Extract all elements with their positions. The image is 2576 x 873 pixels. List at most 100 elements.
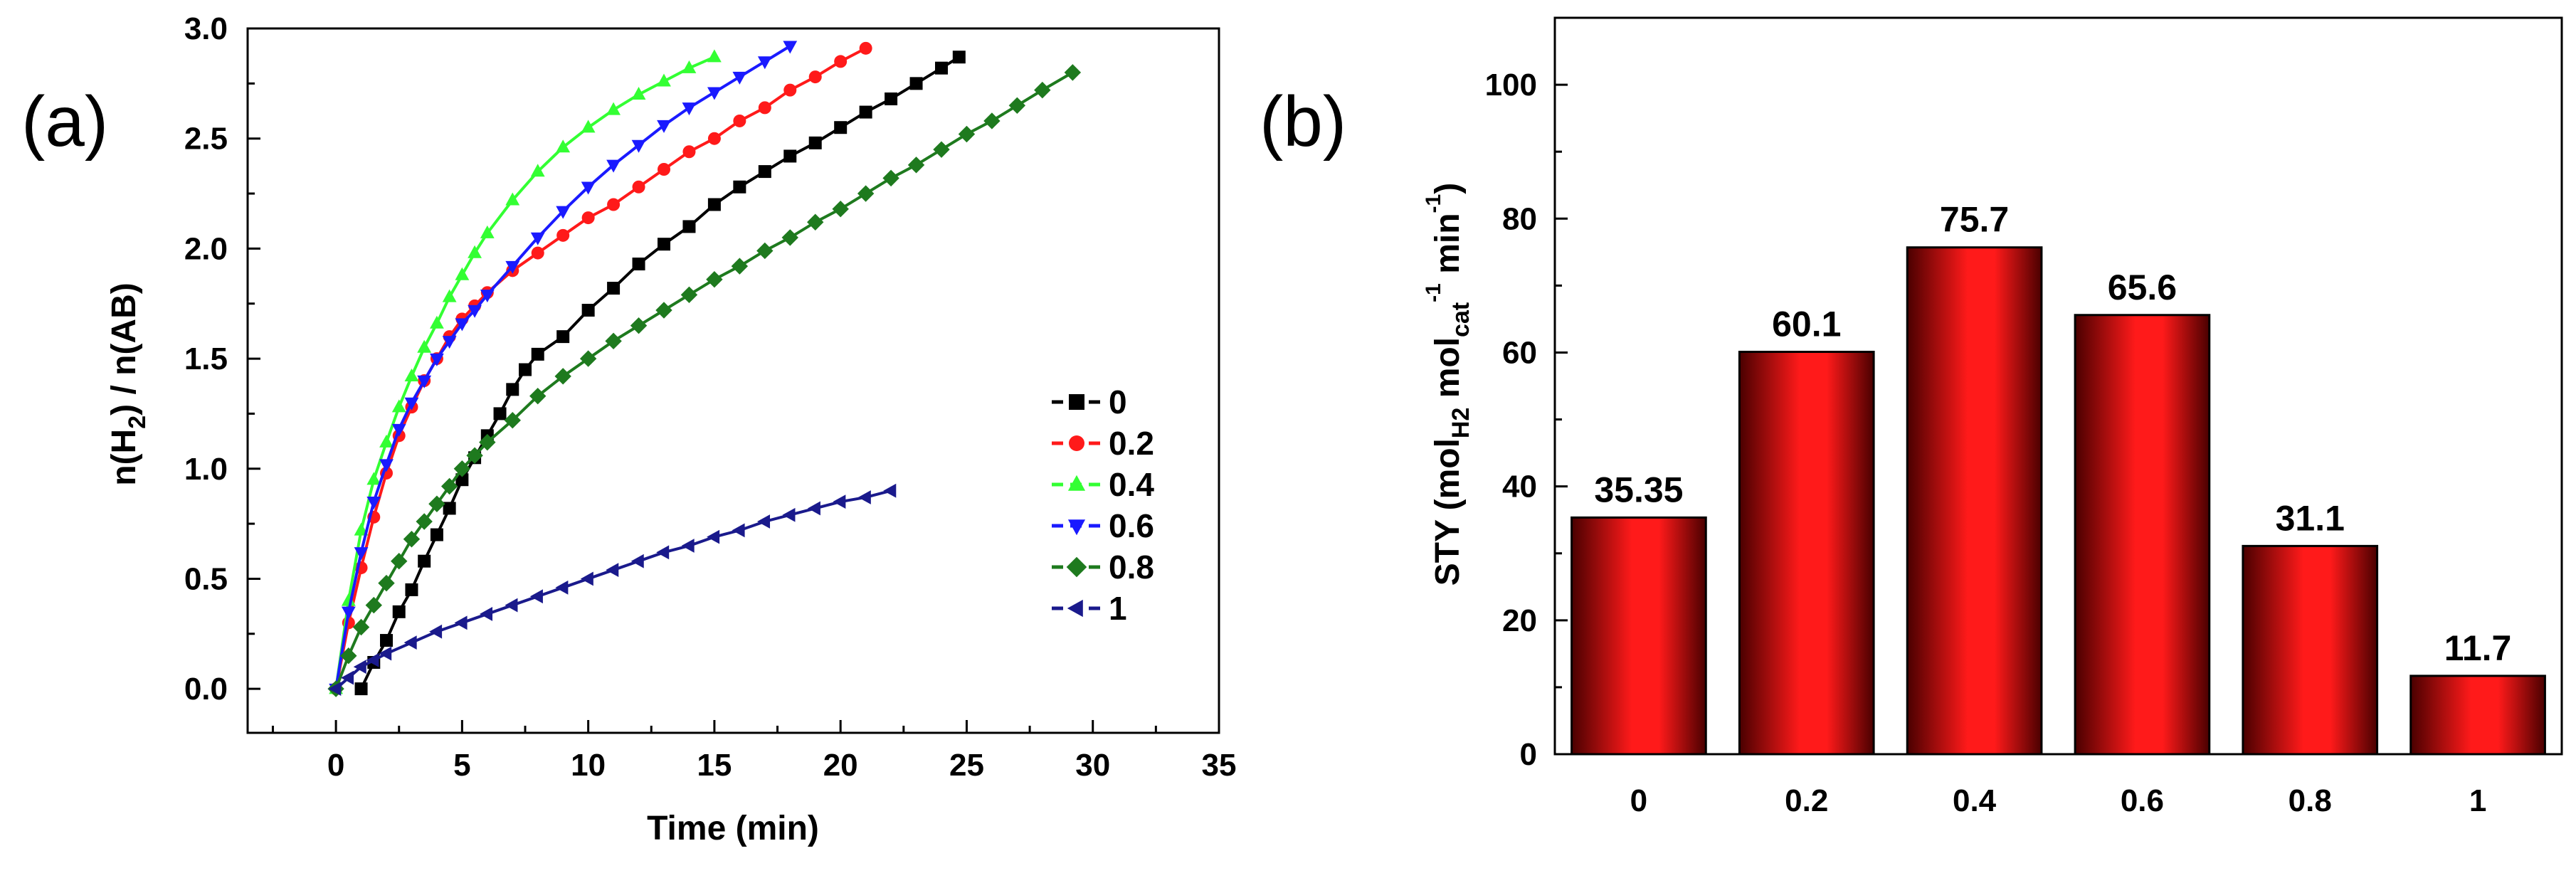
chart-a-y-tick-label: 2.5	[184, 122, 228, 157]
data-point-0.2	[859, 41, 872, 55]
data-point-0.2	[783, 83, 797, 97]
data-point-0.6	[430, 353, 444, 366]
data-point-0.6	[354, 547, 369, 561]
data-point-0.6	[682, 102, 697, 116]
data-point-0.8	[1064, 64, 1082, 81]
data-point-0	[443, 502, 456, 515]
data-point-0.4	[606, 102, 621, 115]
chart-a-line-plot: 0 5 10 15 20 25 30 35 0.0 0.5 1.0 1.5 2.0 2.5 3.0 0 0.2…	[105, 11, 1236, 847]
bar-value-label-0: 35.35	[1594, 470, 1683, 509]
data-point-0	[607, 282, 621, 295]
chart-b-x-tick-label: 0.4	[1953, 783, 1997, 818]
chart-a-ticks: 0 5 10 15 20 25 30 350.00.51.01.52.02.53.0	[184, 11, 1237, 783]
data-point-0.2	[834, 55, 848, 68]
data-point-0.4	[530, 164, 545, 177]
data-point-0.4	[657, 73, 671, 87]
data-point-1	[555, 580, 569, 595]
chart-b-bar-chart: 0 20 40 60 80 100 0 0.2 0.4 0.6 0.8 1 35.35 60.1 75.7…	[1422, 16, 2563, 818]
data-point-0.4	[379, 434, 394, 448]
data-point-0.8	[378, 574, 395, 592]
data-point-0.2	[556, 228, 570, 242]
legend-marker-1	[1067, 599, 1083, 618]
chart-a-frame	[246, 27, 1220, 734]
chart-b-y-tick-label: 20	[1502, 603, 1537, 638]
data-point-0.4	[682, 60, 697, 73]
bar-0	[1571, 516, 1707, 756]
data-point-1	[606, 563, 619, 577]
data-point-0	[909, 77, 923, 90]
data-point-0.8	[479, 433, 496, 451]
chart-a-x-tick-label: 20	[823, 748, 858, 783]
chart-a-y-axis-label: n(H2) / n(AB)	[105, 282, 151, 486]
legend-label-1: 1	[1109, 590, 1127, 627]
chart-b-y-tick-label: 60	[1502, 335, 1537, 370]
legend-marker-0.8	[1066, 556, 1087, 578]
data-point-1	[529, 589, 543, 604]
chart-a-x-tick-label: 35	[1202, 748, 1237, 783]
data-point-1	[707, 529, 720, 544]
data-point-0.8	[416, 513, 433, 530]
data-point-0	[632, 258, 645, 271]
data-point-1	[454, 615, 468, 630]
data-point-0.4	[442, 289, 457, 302]
data-point-0	[952, 51, 966, 64]
data-point-1	[505, 598, 518, 613]
chart-a-x-tick-label: 10	[571, 748, 606, 783]
data-point-0.6	[530, 232, 545, 245]
data-point-0	[834, 121, 848, 134]
data-point-1	[656, 545, 670, 560]
data-point-0.4	[581, 120, 596, 133]
data-point-0.4	[455, 267, 470, 280]
data-point-0.6	[379, 459, 394, 472]
data-point-0.8	[605, 332, 622, 350]
data-point-0	[935, 61, 948, 75]
data-point-1	[328, 682, 342, 697]
data-point-0.6	[783, 41, 798, 54]
data-point-0	[556, 330, 570, 344]
data-point-0.6	[757, 56, 772, 70]
data-point-0.8	[857, 185, 875, 202]
chart-a-y-tick-label: 0.0	[184, 672, 228, 707]
data-point-1	[807, 501, 820, 516]
series-line-0.4	[334, 55, 715, 689]
data-point-0.4	[417, 339, 432, 353]
data-point-0	[758, 165, 771, 179]
data-point-1	[403, 635, 417, 650]
legend-label-0.4: 0.4	[1109, 466, 1154, 503]
legend-label-0.8: 0.8	[1109, 549, 1154, 586]
data-point-0	[682, 220, 696, 233]
data-point-0.2	[632, 180, 645, 194]
data-point-1	[732, 523, 745, 538]
data-point-1	[782, 507, 796, 522]
data-point-0.8	[453, 460, 471, 477]
data-point-0.8	[706, 270, 723, 288]
data-point-0.8	[933, 141, 950, 158]
data-point-0.6	[480, 290, 495, 303]
data-point-0.8	[554, 368, 571, 385]
data-point-1	[857, 490, 871, 504]
data-point-0.6	[581, 181, 596, 195]
data-point-1	[883, 483, 897, 498]
data-point-0	[506, 383, 519, 396]
data-point-0.4	[341, 593, 356, 606]
data-point-0.8	[907, 157, 925, 174]
data-point-0.2	[531, 246, 544, 260]
data-point-0	[455, 473, 469, 487]
chart-a-y-tick-label: 1.5	[184, 342, 228, 376]
chart-a-legend: 0 0.2 0.4 0.6 0.8 1	[1052, 383, 1154, 627]
data-point-0.6	[442, 336, 457, 349]
data-point-0.2	[808, 70, 822, 84]
data-point-0.6	[505, 260, 520, 274]
bar-0.4	[1906, 246, 2043, 756]
data-point-0.2	[607, 198, 621, 211]
data-point-0.8	[428, 495, 445, 512]
data-point-0	[493, 407, 507, 420]
data-point-0	[430, 528, 443, 541]
chart-a-x-tick-label: 25	[949, 748, 984, 783]
data-point-0.4	[480, 225, 495, 238]
data-point-0.8	[630, 317, 648, 334]
chart-b-y-tick-label: 40	[1502, 470, 1537, 504]
data-point-0.8	[958, 125, 976, 143]
data-point-0.6	[707, 87, 722, 100]
data-point-0	[405, 583, 418, 596]
